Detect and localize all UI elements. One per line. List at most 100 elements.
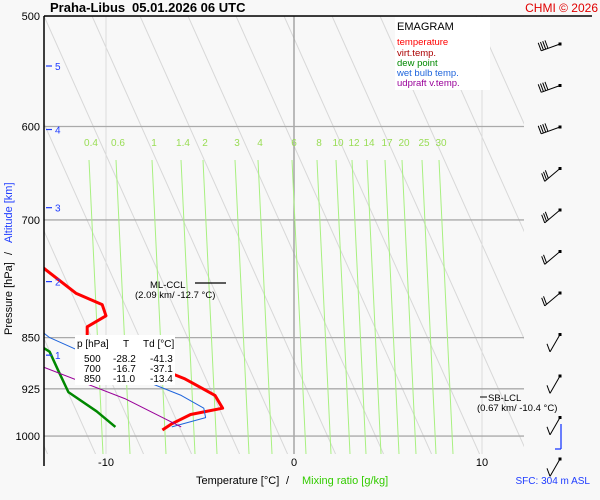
wind-barb (541, 250, 562, 265)
wind-barb-staff (549, 458, 561, 477)
wind-barb-feather (546, 385, 551, 394)
table-header-t: T (123, 339, 129, 350)
mixing-ratio-line (151, 159, 167, 454)
mixing-ratio-line (88, 159, 104, 454)
wind-barb-staff (541, 43, 561, 52)
altitude-tick-label: 2 (55, 278, 61, 289)
wind-barb-staff (544, 209, 561, 224)
wind-barb-feather (543, 254, 547, 263)
wind-barb-station (558, 416, 562, 419)
sb-lcl-value: (0.67 km/ -10.4 °C) (477, 403, 557, 414)
mixing-ratio-label: 8 (316, 138, 322, 149)
mixing-ratio-label: 6 (291, 138, 297, 149)
mixing-ratio-line (401, 159, 417, 454)
wind-barb-staff (544, 168, 561, 182)
y-axis-label: Pressure [hPa] (3, 262, 15, 335)
wind-barb (541, 291, 562, 307)
wind-barb (541, 167, 562, 182)
mixing-ratio-line (291, 159, 307, 454)
table-cell: 850 (84, 374, 101, 385)
x-axis-label-mixing: Mixing ratio [g/kg] (302, 475, 388, 487)
mixing-ratio-line (366, 159, 382, 454)
x-axis-label-sep: / (286, 475, 290, 487)
wind-barb-station (558, 333, 562, 336)
wind-barb (546, 416, 562, 436)
table-header-p: p [hPa] (77, 339, 109, 350)
wind-barb-feather (543, 171, 547, 180)
wind-barb (546, 333, 562, 353)
wind-barbs (537, 40, 562, 477)
altitude-tick-label: 5 (55, 62, 61, 73)
wind-barb-station (558, 167, 562, 170)
wind-barb-station (558, 291, 562, 295)
copyright: CHMI © 2026 (525, 1, 598, 15)
y-axis-label-altitude: Altitude [km] (3, 182, 15, 243)
pressure-tick-label: 600 (22, 121, 40, 133)
mixing-ratio-label: 14 (363, 138, 375, 149)
legend-updraft: udpraft v.temp. (397, 78, 460, 89)
wind-barb (546, 374, 562, 394)
wind-barb-station (558, 457, 562, 461)
mixing-ratio-label: 2 (202, 138, 208, 149)
y-axis-label-sep: / (3, 251, 15, 255)
wind-barb (537, 40, 562, 52)
x-axis-label: Temperature [°C] (196, 475, 279, 487)
temperature-tick-label: -10 (98, 457, 114, 469)
wind-barb-staff (544, 292, 561, 307)
sounding-table: p [hPa] T Td [°C] 500 -28.2 -41.3 700 -1… (75, 335, 175, 385)
wind-barb-feather (542, 124, 547, 133)
ml-ccl-value: (2.09 km/ -12.7 °C) (135, 290, 215, 301)
legend-wet-bulb: wet bulb temp. (396, 68, 459, 79)
table-cell: -37.1 (150, 364, 173, 375)
ml-ccl-label: ML-CCL (150, 280, 185, 291)
table-cell: 700 (84, 364, 101, 375)
legend-dew-point: dew point (397, 58, 438, 69)
wind-barb (541, 208, 562, 224)
surface-elevation: SFC: 304 m ASL (516, 476, 591, 487)
wind-barb (537, 81, 562, 93)
dry-adiabat-line (379, 16, 524, 340)
mixing-ratio-label: 0.6 (111, 138, 125, 149)
wind-barb (546, 457, 562, 477)
legend-title: EMAGRAM (397, 21, 454, 33)
datetime-title: 05.01.2026 06 UTC (132, 0, 246, 15)
wind-barb-station (558, 125, 562, 129)
table-cell: -41.3 (150, 354, 173, 365)
legend-box (395, 17, 490, 90)
mixing-ratio-line (421, 159, 437, 454)
wind-barb-staff (549, 334, 561, 353)
mixing-ratio-label: 1.4 (176, 138, 190, 149)
mixing-ratio-label: 10 (332, 138, 344, 149)
wind-barb-feather (539, 124, 544, 134)
temperature-tick-label: 10 (476, 457, 488, 469)
mixing-ratio-label: 4 (257, 138, 263, 149)
mixing-ratio-label: 30 (435, 138, 447, 149)
wind-barb-feather (546, 343, 551, 352)
wind-barb-feather (544, 40, 549, 49)
wind-barb-feather (546, 426, 551, 435)
altitude-tick-label: 3 (55, 204, 61, 215)
mixing-ratio-line (384, 159, 400, 454)
wind-barb-feather (546, 468, 551, 477)
mixing-ratio-line (180, 159, 196, 454)
wind-barb-staff (544, 251, 561, 265)
wind-barb-feather (537, 125, 542, 135)
series-wet-bulb-temp- (44, 332, 207, 428)
wind-barb-feather (544, 81, 549, 91)
wind-barb-feather (543, 296, 547, 305)
mixing-ratio-label: 3 (234, 138, 240, 149)
mixing-ratio-label: 17 (381, 138, 393, 149)
mixing-ratio-line (438, 159, 454, 454)
mixing-ratio-line (351, 159, 367, 454)
dry-adiabat-line (427, 16, 524, 233)
wind-barb-feather (544, 123, 549, 132)
wind-barb-feather (537, 84, 542, 93)
pressure-tick-label: 700 (22, 215, 40, 227)
mixing-ratio-label: 1 (151, 138, 157, 149)
station-title: Praha-Libus (50, 0, 125, 15)
mixing-ratio-line (316, 159, 332, 454)
wind-barb-staff (541, 126, 561, 135)
table-cell: -13.4 (150, 374, 173, 385)
wind-barb-feather (539, 83, 544, 92)
